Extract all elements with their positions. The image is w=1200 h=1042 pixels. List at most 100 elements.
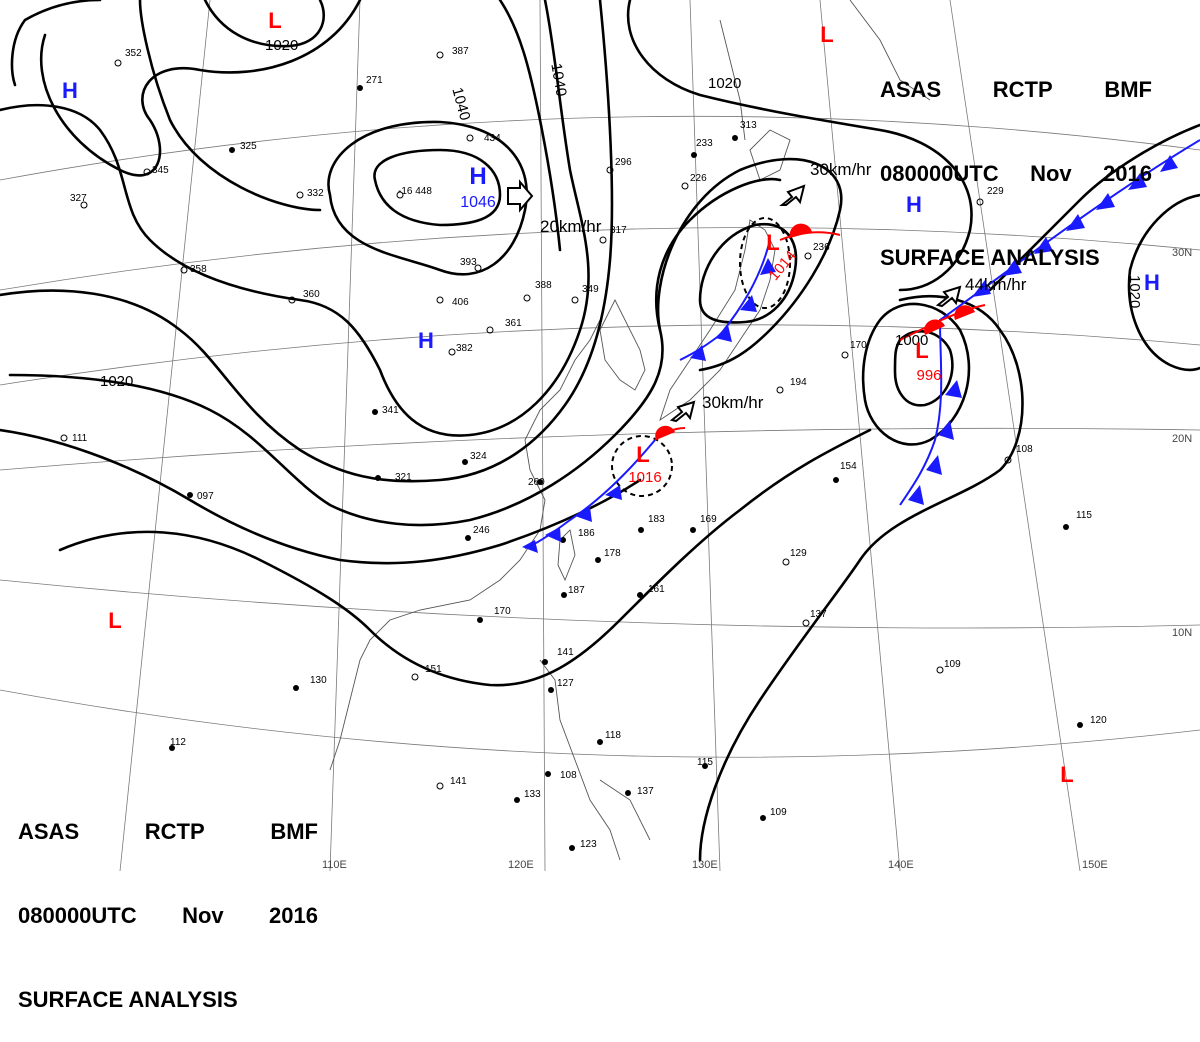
isobar-label: 1000 <box>895 332 928 349</box>
isobar <box>0 0 614 483</box>
isobar-label: 1020 <box>708 75 741 92</box>
motion-arrows <box>507 179 962 423</box>
low-symbol: L <box>268 8 281 33</box>
isobar <box>698 294 1024 862</box>
svg-text:327: 327 <box>70 193 87 204</box>
svg-text:313: 313 <box>740 120 757 131</box>
svg-text:137: 137 <box>637 786 654 797</box>
station-plot: 151 <box>411 664 442 681</box>
station-plot: 170 <box>841 340 867 359</box>
svg-text:108: 108 <box>560 770 577 781</box>
svg-text:187: 187 <box>568 585 585 596</box>
station-plot: 194 <box>776 377 807 394</box>
longitude-label: 120E <box>508 859 534 871</box>
svg-text:137: 137 <box>810 609 827 620</box>
svg-text:115: 115 <box>697 757 713 768</box>
parallel-line <box>0 689 1200 758</box>
station-plot: 317 <box>599 225 627 244</box>
svg-text:141: 141 <box>557 647 574 658</box>
station-plot: 260 <box>528 477 545 488</box>
fronts <box>522 139 1200 553</box>
warm-front <box>899 304 986 341</box>
svg-text:133: 133 <box>524 789 541 800</box>
product-line: ASAS RCTP BMF <box>880 76 1152 104</box>
svg-text:358: 358 <box>190 264 207 275</box>
svg-text:246: 246 <box>473 525 490 536</box>
svg-text:352: 352 <box>125 48 142 59</box>
parallel-line <box>0 115 1200 181</box>
station-plot: 341 <box>372 405 399 416</box>
kamchatka-coastline <box>849 0 931 101</box>
motion-arrow-icon <box>669 400 696 423</box>
svg-text:332: 332 <box>307 188 324 199</box>
station-plot: 130 <box>293 675 327 691</box>
station-plot: 313 <box>732 120 757 141</box>
low-envelope-1016 <box>611 435 673 497</box>
station-plot: 388 <box>523 280 552 302</box>
svg-text:321: 321 <box>395 472 412 483</box>
coastlines <box>329 0 931 861</box>
station-plots: -16 448 393 406 361 382 388 349 317 296 … <box>60 46 1107 851</box>
parallel-line <box>0 427 1200 471</box>
station-plot: 123 <box>569 839 597 851</box>
svg-text:361: 361 <box>505 318 522 329</box>
latitude-label: 10N <box>1172 627 1192 639</box>
station-plot: 187 <box>561 585 585 598</box>
svg-text:260: 260 <box>528 477 545 488</box>
meridian-line <box>539 0 546 871</box>
station-plot: 161 <box>637 584 665 598</box>
svg-text:271: 271 <box>366 75 383 86</box>
station-plot: 226 <box>681 173 707 190</box>
station-plot: 118 <box>597 730 621 745</box>
meridian-line <box>329 0 361 871</box>
svg-text:109: 109 <box>770 807 787 818</box>
station-plot: 324 <box>462 451 487 465</box>
station-plot: 271 <box>357 75 383 91</box>
svg-text:154: 154 <box>840 461 857 472</box>
svg-text:111: 111 <box>72 433 88 444</box>
latitude-label: 30N <box>1172 247 1192 259</box>
station-plot: 120 <box>1077 715 1107 728</box>
station-plot: 141 <box>436 776 467 790</box>
svg-text:233: 233 <box>696 138 713 149</box>
svg-text:382: 382 <box>456 343 473 354</box>
station-plot: 352 <box>114 48 142 67</box>
meridian-line <box>949 0 1081 871</box>
product-code: ASAS <box>880 77 942 102</box>
valid-year: 2016 <box>1103 161 1152 186</box>
station-plot: 387 <box>436 46 469 59</box>
meridian-line <box>689 0 721 871</box>
svg-text:183: 183 <box>648 514 665 525</box>
station-plot: 097 <box>187 491 214 502</box>
station-plot: 178 <box>595 548 621 563</box>
isobar <box>203 0 326 48</box>
station-plot: 236 <box>804 242 830 260</box>
svg-text:236: 236 <box>813 242 830 253</box>
isobar <box>373 148 502 227</box>
low-center: L 1016 <box>628 442 661 486</box>
isobar <box>656 157 843 372</box>
station-plot: 112 <box>169 737 186 751</box>
station-plot: 169 <box>690 514 717 533</box>
meridian-line <box>119 0 211 871</box>
isobar-labels: 1020 1040 1040 1020 1020 1020 1000 <box>100 37 1143 390</box>
motion-label: 30km/hr <box>810 160 872 179</box>
station-plot: 115 <box>697 757 713 769</box>
chart-title: SURFACE ANALYSIS <box>18 987 238 1012</box>
svg-text:129: 129 <box>790 548 807 559</box>
station-plot: 183 <box>638 514 665 533</box>
svg-text:170: 170 <box>850 340 867 351</box>
isobar-label: 1020 <box>100 373 133 390</box>
low-symbol: L <box>820 22 833 47</box>
svg-text:325: 325 <box>240 141 257 152</box>
isobar <box>8 177 782 527</box>
svg-text:178: 178 <box>604 548 621 559</box>
svg-text:360: 360 <box>303 289 320 300</box>
svg-text:169: 169 <box>700 514 717 525</box>
warm-front-bulge <box>954 305 975 320</box>
svg-text:434: 434 <box>484 133 501 144</box>
isobar <box>58 428 872 687</box>
high-symbol: H <box>906 192 922 217</box>
station-plot: 127 <box>548 678 574 693</box>
chart-header-top: ASAS RCTP BMF 080000UTC Nov 2016 SURFACE… <box>880 20 1152 300</box>
